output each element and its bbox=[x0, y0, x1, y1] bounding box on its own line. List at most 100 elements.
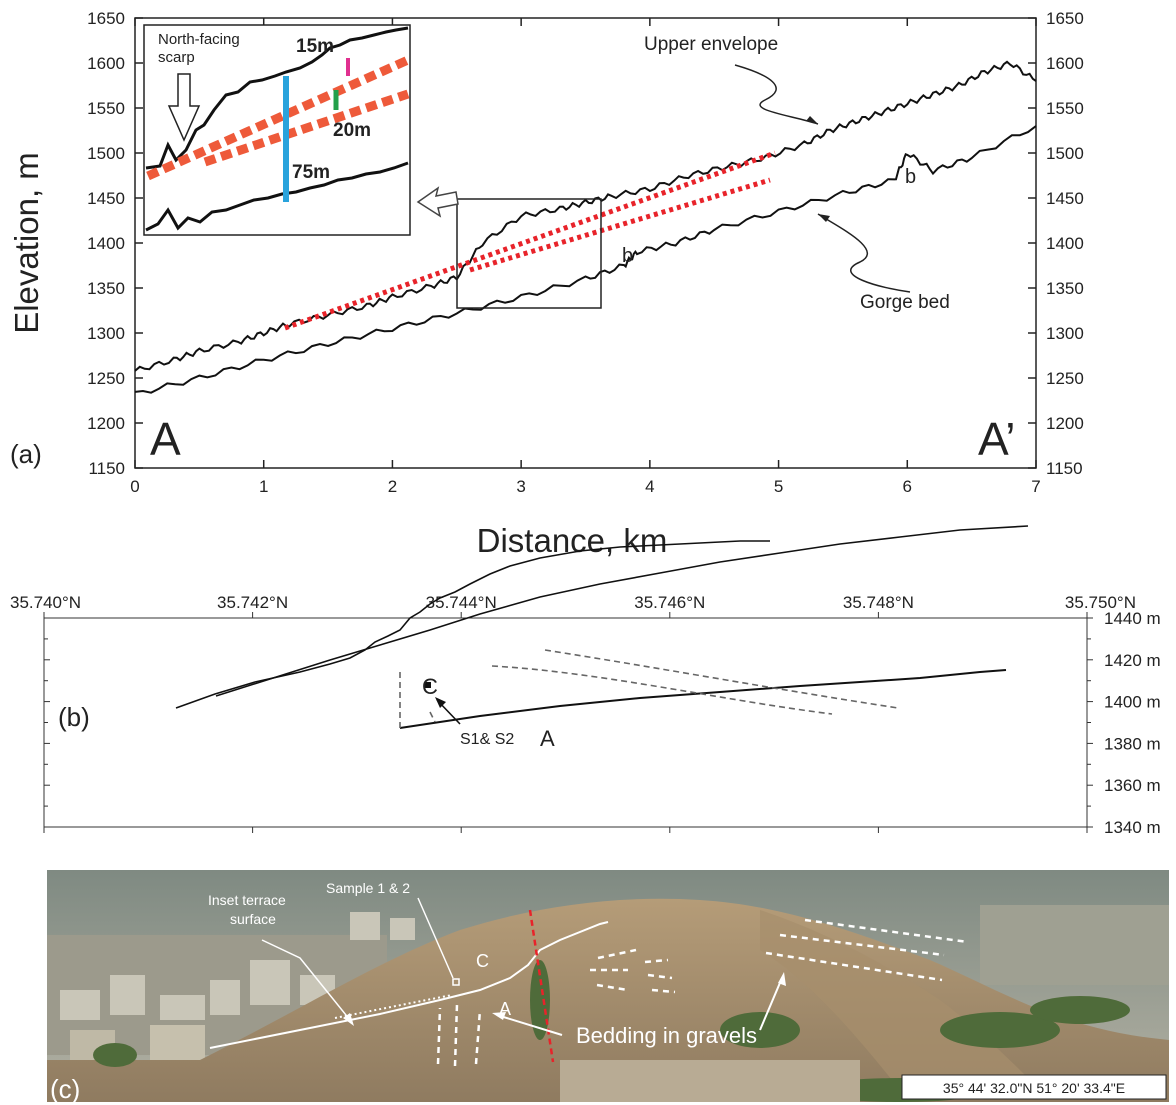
bedding-label: Bedding in gravels bbox=[576, 1023, 757, 1048]
y-tick-label-right: 1450 bbox=[1046, 189, 1084, 208]
unit-a-label-c: A bbox=[499, 999, 511, 1019]
inset-scarp-arrow-icon bbox=[167, 73, 201, 142]
x-tick-label: 0 bbox=[130, 477, 139, 496]
x-axis-label: Distance, km bbox=[477, 522, 668, 559]
profile-series bbox=[134, 60, 1037, 394]
zoom-arrow-icon bbox=[416, 186, 459, 218]
sample-label-c: Sample 1 & 2 bbox=[326, 880, 410, 896]
dashed-curve-1 bbox=[491, 665, 833, 715]
sample-marker-photo bbox=[452, 978, 460, 986]
lat-tick-label: 35.742°N bbox=[217, 593, 288, 612]
y-tick-label-right: 1300 bbox=[1046, 324, 1084, 343]
x-axis-ticks: 0 1 2 3 4 5 6 7 bbox=[130, 18, 1041, 496]
latitude-ticks: 35.740°N 35.742°N 35.744°N 35.746°N 35.748°N… bbox=[10, 593, 1136, 833]
sample-marker bbox=[425, 682, 431, 688]
y-tick-label: 1200 bbox=[87, 414, 125, 433]
y-tick-label: 1400 bbox=[87, 234, 125, 253]
gorge-bed-line bbox=[134, 125, 1037, 394]
upper-surface-line bbox=[175, 540, 770, 709]
y-tick-label: 1350 bbox=[87, 279, 125, 298]
dashed-curve-2 bbox=[544, 649, 899, 709]
unit-contact-line bbox=[215, 525, 1029, 697]
upper-envelope-label: Upper envelope bbox=[644, 34, 778, 55]
inset-15m-label: 15m bbox=[296, 36, 334, 57]
lat-tick-label: 35.740°N bbox=[10, 593, 81, 612]
profile-start-label: A bbox=[150, 413, 181, 465]
y-tick-label-right: 1650 bbox=[1046, 9, 1084, 28]
photo-buildings bbox=[60, 912, 415, 1070]
panel-b-frame bbox=[43, 617, 1088, 828]
terrace-surface-line bbox=[209, 921, 609, 1049]
y-tick-label-right: 1150 bbox=[1046, 459, 1083, 478]
y-tick-label-right: 1250 bbox=[1046, 369, 1084, 388]
inset-lower-profile bbox=[145, 161, 409, 232]
y-tick-label-right: 1500 bbox=[1046, 144, 1084, 163]
elev-tick-label: 1380 m bbox=[1104, 734, 1161, 753]
bedding-arrowhead-2-icon bbox=[778, 972, 786, 986]
dashed-vertical-2 bbox=[429, 711, 436, 723]
panel-a-label: (a) bbox=[10, 439, 42, 469]
x-tick-label: 5 bbox=[774, 477, 783, 496]
panel-b-label: (b) bbox=[58, 702, 90, 732]
x-tick-label: 4 bbox=[645, 477, 654, 496]
lat-tick-label: 35.744°N bbox=[426, 593, 497, 612]
bedding-leader-line bbox=[496, 1014, 563, 1036]
y-tick-label: 1600 bbox=[87, 54, 125, 73]
x-tick-label: 2 bbox=[388, 477, 397, 496]
base-line bbox=[399, 669, 1007, 729]
y-tick-label: 1150 bbox=[88, 459, 125, 478]
x-tick-label: 3 bbox=[516, 477, 525, 496]
sample-arrowhead-icon bbox=[435, 697, 446, 708]
y-tick-label: 1300 bbox=[87, 324, 125, 343]
inset-75m-label: 75m bbox=[292, 162, 330, 183]
bedding-leader-line-2 bbox=[759, 977, 783, 1031]
lat-tick-label: 35.746°N bbox=[634, 593, 705, 612]
x-tick-label: 7 bbox=[1031, 477, 1040, 496]
red-dashed-contact bbox=[528, 909, 555, 1063]
elevation-ticks: 1440 m 1420 m 1400 m 1380 m 1360 m 1340 m bbox=[44, 609, 1161, 837]
panel-a: 0 1 2 3 4 5 6 7 1150 1150 1200 1200 1250 1250 1300 130… bbox=[8, 9, 1084, 559]
unit-c-label-c: C bbox=[476, 951, 489, 971]
y-tick-label: 1250 bbox=[87, 369, 125, 388]
y-tick-label-right: 1550 bbox=[1046, 99, 1084, 118]
terrace-leader-line bbox=[261, 939, 351, 1021]
elev-tick-label: 1420 m bbox=[1104, 651, 1161, 670]
x-tick-label: 1 bbox=[259, 477, 268, 496]
gorge-bed-label: Gorge bed bbox=[860, 292, 950, 313]
inset-scarp-label-1: North-facing bbox=[158, 31, 240, 48]
gorge-bed-arrow-icon bbox=[817, 213, 911, 293]
x-tick-label: 6 bbox=[903, 477, 912, 496]
elev-tick-label: 1400 m bbox=[1104, 693, 1161, 712]
zoom-box bbox=[456, 198, 602, 309]
panel-c-label: (c) bbox=[50, 1074, 80, 1104]
bump-label-b2: b bbox=[905, 166, 916, 188]
elev-tick-label: 1360 m bbox=[1104, 776, 1161, 795]
panel-c-photo: Inset terrace surface Sample 1 & 2 C A B… bbox=[47, 870, 1169, 1104]
inset: 15m 20m 75m North-facing scarp bbox=[143, 24, 411, 236]
bedding-arrowhead-icon bbox=[492, 1012, 506, 1020]
photo-riverbed bbox=[560, 1060, 860, 1102]
terrace-arrowhead-icon bbox=[343, 1013, 354, 1026]
inset-20m-label: 20m bbox=[333, 120, 371, 141]
y-tick-label-right: 1350 bbox=[1046, 279, 1084, 298]
bump-label-b1: b bbox=[622, 245, 633, 267]
y-tick-label: 1450 bbox=[87, 189, 125, 208]
y-tick-label: 1650 bbox=[87, 9, 125, 28]
upper-envelope-line bbox=[134, 60, 1037, 372]
y-tick-label: 1500 bbox=[87, 144, 125, 163]
upper-envelope-arrowhead-icon bbox=[806, 116, 818, 124]
upper-envelope-arrow-icon bbox=[734, 64, 819, 125]
gorge-bed-arrowhead-icon bbox=[818, 214, 830, 222]
lat-tick-label: 35.748°N bbox=[843, 593, 914, 612]
elev-tick-label: 1440 m bbox=[1104, 609, 1161, 628]
sample-leader-line bbox=[417, 897, 454, 979]
inset-terrace-lower bbox=[203, 89, 410, 167]
lat-tick-label: 35.750°N bbox=[1065, 593, 1136, 612]
unit-a-label-b: A bbox=[540, 726, 555, 751]
terrace-line-upper bbox=[284, 150, 776, 331]
inset-terrace-upper bbox=[146, 55, 410, 181]
profile-end-label: A’ bbox=[978, 413, 1016, 465]
y-tick-label-right: 1400 bbox=[1046, 234, 1084, 253]
y-axis-label: Elevation, m bbox=[8, 152, 45, 334]
coords-label: 35° 44' 32.0"N 51° 20' 33.4"E bbox=[943, 1080, 1125, 1096]
